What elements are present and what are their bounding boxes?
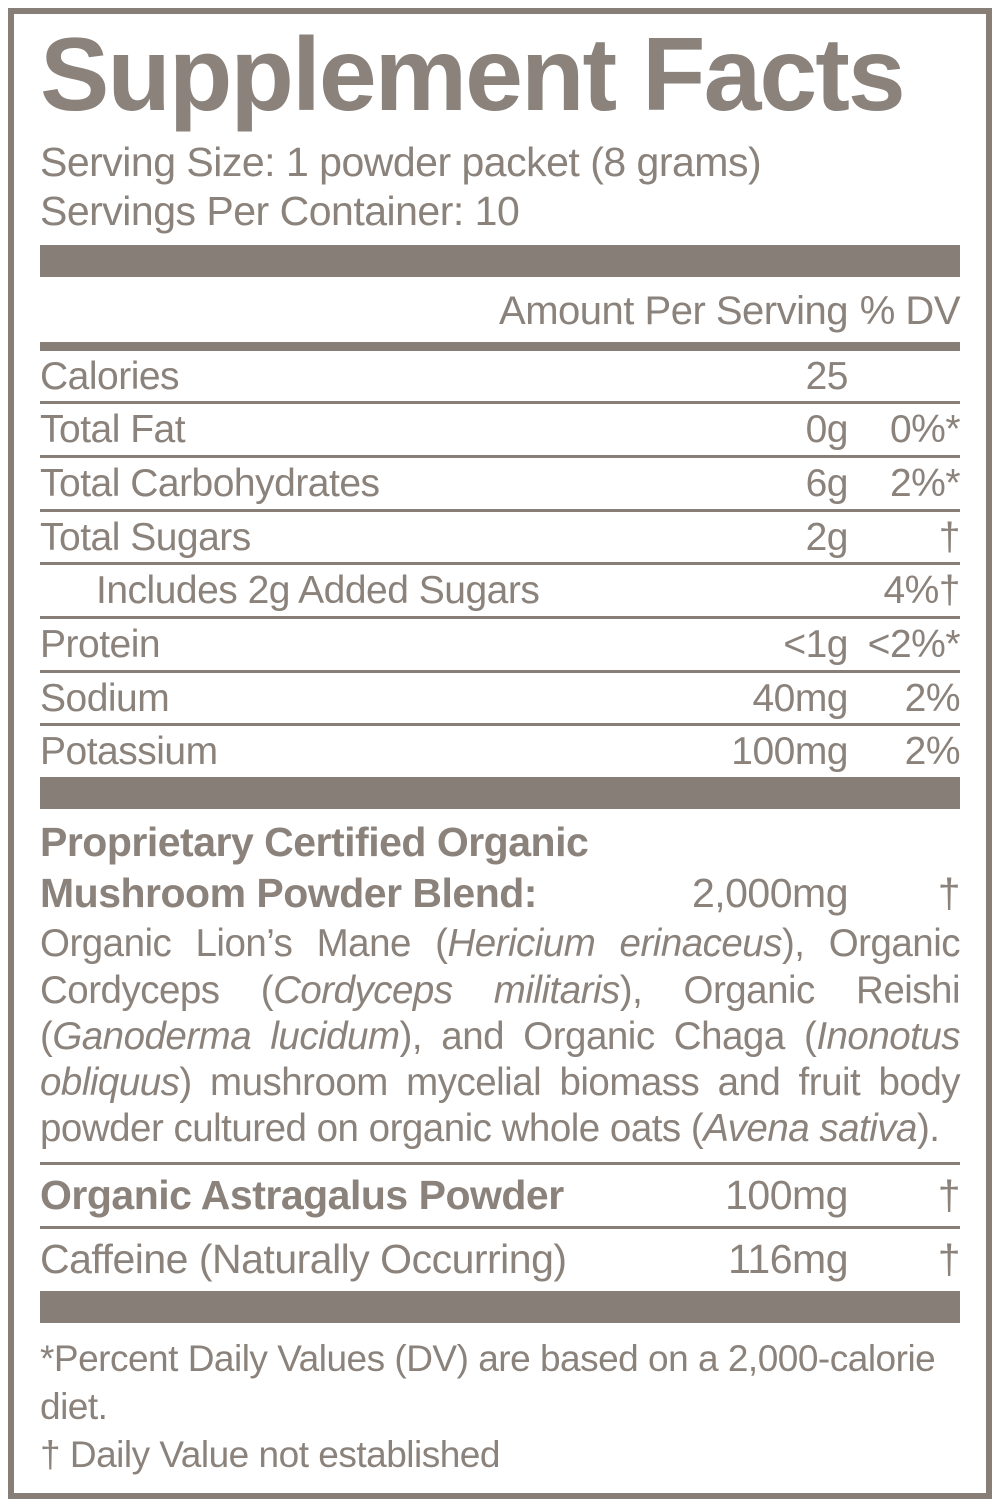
ingredient-dv: †: [937, 1172, 961, 1219]
nutrient-row-total-carbohydrates: Total Carbohydrates 6g 2%*: [40, 454, 961, 509]
header-underline-bar: [40, 341, 960, 351]
astragalus-row: Organic Astragalus Powder 100mg †: [40, 1165, 961, 1225]
nutrient-amount: 40mg: [752, 676, 848, 720]
nutrient-name: Total Sugars: [40, 515, 251, 559]
blend-amount: 2,000mg: [691, 870, 849, 917]
nutrient-amount: 25: [805, 354, 849, 398]
nutrient-table: Calories 25 Total Fat 0g 0%* Total Carbo…: [40, 351, 961, 777]
ingredient-name: Caffeine (Naturally Occurring): [40, 1235, 567, 1282]
amount-per-serving-header: Amount Per Serving: [499, 288, 848, 333]
supplement-facts-label: Supplement Facts Serving Size: 1 powder …: [8, 8, 992, 1500]
footnote-percent-dv: *Percent Daily Values (DV) are based on …: [40, 1337, 936, 1427]
percent-dv-header: % DV: [859, 288, 961, 333]
nutrient-row-potassium: Potassium 100mg 2%: [40, 723, 961, 777]
divider-bar-top: [40, 244, 960, 277]
separator-line: [40, 1162, 960, 1166]
nutrient-row-calories: Calories 25: [40, 351, 960, 402]
nutrient-amount: 6g: [805, 461, 849, 505]
nutrient-name: Includes 2g Added Sugars: [96, 569, 540, 613]
nutrient-name: Total Carbohydrates: [40, 461, 380, 505]
nutrient-dv: 2%*: [889, 461, 961, 505]
column-header-row: Amount Per Serving % DV: [40, 277, 960, 342]
nutrient-name: Total Fat: [40, 408, 186, 452]
ingredient-amount: 100mg: [725, 1172, 848, 1219]
separator-line: [40, 1225, 960, 1229]
nutrient-dv: 4%†: [883, 569, 960, 613]
footnotes: *Percent Daily Values (DV) are based on …: [40, 1335, 960, 1479]
blend-title-line1: Proprietary Certified Organic: [40, 818, 589, 865]
nutrient-amount: 100mg: [731, 730, 848, 774]
supplement-facts-title: Supplement Facts: [40, 17, 906, 133]
nutrient-name: Protein: [40, 622, 161, 666]
divider-bar-middle: [40, 776, 960, 809]
blend-description: Organic Lion’s Mane (Hericium erinaceus)…: [40, 922, 961, 1151]
blend-dv: †: [937, 870, 961, 917]
nutrient-amount: 2g: [805, 515, 849, 559]
blend-section: Proprietary Certified Organic Mushroom P…: [40, 817, 961, 1152]
nutrient-dv: 2%: [904, 730, 961, 774]
servings-per-container: Servings Per Container: 10: [40, 188, 520, 235]
ingredient-dv: †: [937, 1235, 961, 1282]
nutrient-row-total-fat: Total Fat 0g 0%*: [40, 401, 961, 455]
nutrient-row-added-sugars: Includes 2g Added Sugars 4%†: [40, 562, 961, 616]
nutrient-dv: 2%: [904, 676, 961, 720]
nutrient-amount: <1g: [783, 622, 848, 666]
nutrient-amount: 0g: [805, 408, 849, 452]
blend-title-line2: Mushroom Powder Blend:: [40, 870, 537, 917]
nutrient-dv: 0%*: [889, 408, 961, 452]
nutrient-dv: <2%*: [867, 622, 961, 666]
nutrient-dv: †: [938, 515, 961, 559]
ingredient-amount: 116mg: [728, 1235, 848, 1282]
blend-header-row: Mushroom Powder Blend: 2,000mg †: [40, 868, 961, 919]
serving-size: Serving Size: 1 powder packet (8 grams): [40, 139, 762, 186]
nutrient-name: Potassium: [40, 730, 218, 774]
divider-bar-bottom: [40, 1290, 960, 1323]
nutrient-row-sodium: Sodium 40mg 2%: [40, 669, 961, 724]
caffeine-row: Caffeine (Naturally Occurring) 116mg †: [40, 1229, 961, 1289]
nutrient-name: Calories: [40, 354, 180, 398]
nutrient-name: Sodium: [40, 676, 170, 720]
nutrient-row-total-sugars: Total Sugars 2g †: [40, 508, 961, 563]
footnote-dagger: † Daily Value not established: [40, 1433, 500, 1475]
ingredient-name: Organic Astragalus Powder: [40, 1172, 564, 1219]
nutrient-row-protein: Protein <1g <2%*: [40, 615, 961, 670]
